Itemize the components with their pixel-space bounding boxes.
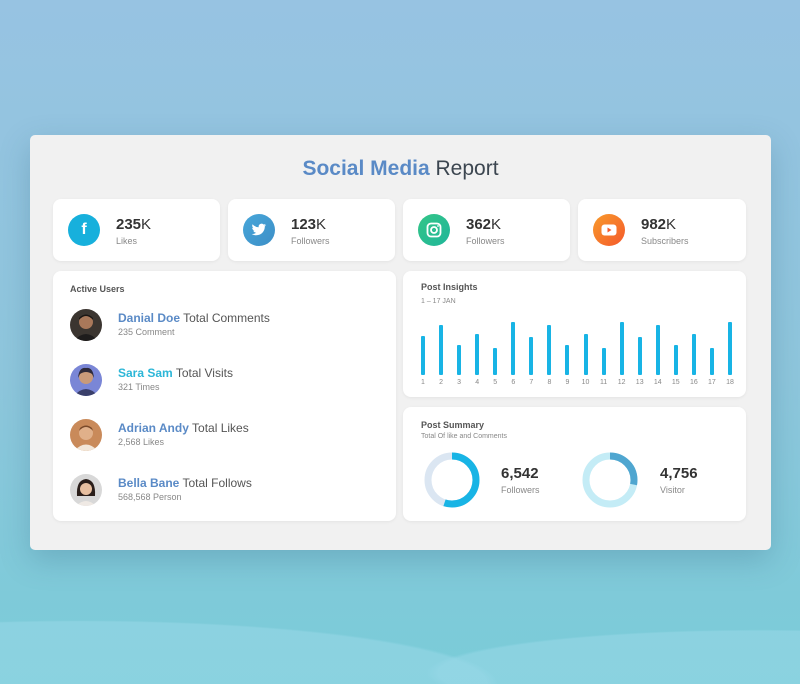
stat-value: 235K — [116, 216, 152, 233]
post-summary-subtitle: Total Of like and Comments — [421, 433, 507, 440]
user-row[interactable]: Adrian Andy Total Likes 2,568 Likes — [70, 419, 390, 453]
insights-x-tick: 16 — [689, 379, 698, 386]
insights-bar — [511, 321, 516, 375]
insights-x-tick: 14 — [653, 379, 662, 386]
insights-x-tick: 1 — [421, 379, 425, 386]
stat-label: Followers — [466, 236, 505, 246]
stat-card-youtube[interactable]: 982K Subscribers — [578, 199, 746, 261]
insights-x-tick: 4 — [475, 379, 480, 386]
insights-x-tick: 6 — [511, 379, 516, 386]
report-panel: Social Media Report f 235K Likes 123K Fo… — [30, 135, 771, 550]
post-summary-card: Post Summary Total Of like and Comments … — [403, 407, 746, 521]
insights-bar — [493, 347, 498, 375]
user-line: Danial Doe Total Comments — [118, 311, 270, 325]
insights-x-tick: 9 — [565, 379, 570, 386]
insights-bar-chart: 1 2 3 4 5 6 7 8 9 10 11 12 13 14 15 16 17 18 — [403, 271, 746, 397]
insights-x-tick: 18 — [726, 379, 734, 386]
insights-bar — [457, 345, 462, 375]
facebook-icon: f — [68, 214, 100, 246]
visitor-label: Visitor — [660, 485, 685, 495]
stat-value: 362K — [466, 216, 502, 233]
youtube-icon — [593, 214, 625, 246]
user-row[interactable]: Sara Sam Total Visits 321 Times — [70, 364, 390, 398]
post-insights-title: Post Insights — [421, 282, 478, 292]
user-line: Adrian Andy Total Likes — [118, 421, 249, 435]
insights-x-tick: 2 — [439, 379, 443, 386]
insights-x-tick: 12 — [617, 379, 626, 386]
twitter-icon — [243, 214, 275, 246]
stat-card-twitter[interactable]: 123K Followers — [228, 199, 395, 261]
followers-label: Followers — [501, 485, 540, 495]
active-users-title: Active Users — [70, 284, 125, 294]
avatar — [70, 419, 102, 451]
insights-bar — [673, 345, 678, 375]
followers-donut-arc — [424, 452, 480, 508]
insights-bar — [691, 334, 696, 375]
title-accent: Social Media — [302, 157, 430, 180]
title-rest: Report — [429, 157, 499, 180]
insights-bar — [728, 321, 732, 375]
insights-bar — [547, 324, 552, 375]
insights-x-tick: 10 — [581, 379, 590, 386]
insights-x-tick: 15 — [671, 379, 680, 386]
stat-value: 982K — [641, 216, 677, 233]
active-users-card: Active Users Danial Doe Total Comments 2… — [53, 271, 396, 521]
user-row[interactable]: Bella Bane Total Follows 568,568 Person — [70, 474, 390, 508]
avatar — [70, 364, 102, 396]
background-wave — [0, 574, 800, 684]
user-name[interactable]: Adrian Andy — [118, 421, 189, 435]
user-row[interactable]: Danial Doe Total Comments 235 Comment — [70, 309, 390, 343]
insights-x-tick: 7 — [529, 379, 534, 386]
avatar — [70, 474, 102, 506]
visitor-donut-arc — [582, 452, 638, 508]
post-insights-range: 1 – 17 JAN — [421, 298, 456, 305]
insights-bar — [565, 345, 570, 375]
insights-x-tick: 13 — [635, 379, 644, 386]
user-line: Sara Sam Total Visits — [118, 366, 233, 380]
page-title: Social Media Report — [30, 157, 771, 181]
avatar — [70, 309, 102, 341]
visitor-donut — [582, 452, 638, 508]
insights-bar — [619, 321, 624, 375]
post-summary-title: Post Summary — [421, 420, 485, 430]
user-detail: 2,568 Likes — [118, 437, 165, 447]
followers-donut — [424, 452, 480, 508]
insights-x-tick: 17 — [708, 379, 716, 386]
insights-bar — [709, 347, 714, 375]
instagram-icon — [418, 214, 450, 246]
user-name[interactable]: Bella Bane — [118, 476, 180, 490]
insights-bar — [601, 347, 606, 375]
stat-label: Likes — [116, 236, 138, 246]
stat-card-instagram[interactable]: 362K Followers — [403, 199, 570, 261]
stat-value: 123K — [291, 216, 327, 233]
post-insights-card: Post Insights 1 – 17 JAN 1 2 3 4 5 6 7 8 9 10 11 12… — [403, 271, 746, 397]
visitor-value: 4,756 — [660, 465, 698, 482]
insights-bar — [637, 337, 642, 375]
stat-label: Subscribers — [641, 236, 689, 246]
stat-card-facebook[interactable]: f 235K Likes — [53, 199, 220, 261]
insights-bar — [439, 324, 444, 375]
user-detail: 321 Times — [118, 382, 160, 392]
insights-bar — [475, 334, 480, 375]
user-name[interactable]: Danial Doe — [118, 311, 181, 325]
followers-value: 6,542 — [501, 465, 539, 482]
insights-bar — [583, 334, 588, 375]
user-detail: 235 Comment — [118, 327, 175, 337]
insights-bar — [421, 336, 425, 375]
user-line: Bella Bane Total Follows — [118, 476, 252, 490]
insights-x-tick: 3 — [457, 379, 462, 386]
user-name[interactable]: Sara Sam — [118, 366, 173, 380]
insights-bar — [529, 337, 534, 375]
insights-x-tick: 8 — [547, 379, 552, 386]
insights-x-tick: 5 — [493, 379, 498, 386]
stat-label: Followers — [291, 236, 330, 246]
user-detail: 568,568 Person — [118, 492, 182, 502]
insights-bar — [655, 324, 660, 375]
insights-x-tick: 11 — [599, 379, 608, 386]
